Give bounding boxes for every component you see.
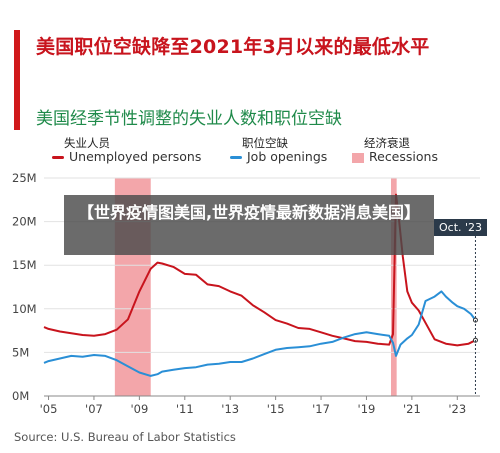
legend-label-cn: 失业人员 (64, 136, 110, 150)
x-tick-label: '05 (40, 402, 58, 416)
x-tick-label: '19 (358, 402, 376, 416)
legend-item-openings: 职位空缺 Job openings (230, 136, 327, 164)
x-tick-label: '13 (221, 402, 239, 416)
legend-item-unemployed: 失业人员 Unemployed persons (52, 136, 201, 164)
legend-label-cn: 经济衰退 (364, 136, 410, 150)
latest-point-callout: Oct. '23 (434, 219, 488, 236)
x-tick-label: '17 (312, 402, 330, 416)
legend-swatch-unemployed (52, 156, 64, 159)
y-tick-label: 10M (12, 302, 37, 316)
chart-title: 美国职位空缺降至2021年3月以来的最低水平 (36, 36, 430, 58)
title-accent-bar (14, 30, 20, 130)
y-tick-label: 5M (12, 345, 29, 359)
watermark-overlay: 【世界疫情图美国,世界疫情最新数据消息美国】 (64, 195, 434, 255)
x-tick-label: '09 (130, 402, 148, 416)
x-tick-label: '21 (403, 402, 421, 416)
y-tick-label: 25M (12, 171, 37, 185)
overlay-text: 【世界疫情图美国,世界疫情最新数据消息美国】 (77, 203, 421, 222)
legend-label: Recessions (369, 149, 438, 164)
legend-label-cn: 职位空缺 (242, 136, 288, 150)
legend-item-recessions: 经济衰退 Recessions (352, 136, 438, 164)
legend-label: Job openings (247, 149, 328, 164)
x-tick-label: '23 (448, 402, 466, 416)
legend-swatch-recessions (352, 152, 364, 163)
series-line-openings (43, 290, 477, 377)
chart-subtitle: 美国经季节性调整的失业人数和职位空缺 (36, 109, 342, 129)
y-tick-label: 15M (12, 258, 37, 272)
x-tick-label: '07 (85, 402, 103, 416)
x-tick-label: '11 (176, 402, 194, 416)
series-line-unemployed (43, 193, 476, 347)
x-tick-label: '15 (267, 402, 285, 416)
legend-swatch-openings (230, 156, 242, 159)
y-tick-label: 20M (12, 215, 37, 229)
legend-label: Unemployed persons (69, 149, 202, 164)
source-note: Source: U.S. Bureau of Labor Statistics (14, 430, 236, 444)
y-tick-label: 0M (12, 389, 29, 403)
